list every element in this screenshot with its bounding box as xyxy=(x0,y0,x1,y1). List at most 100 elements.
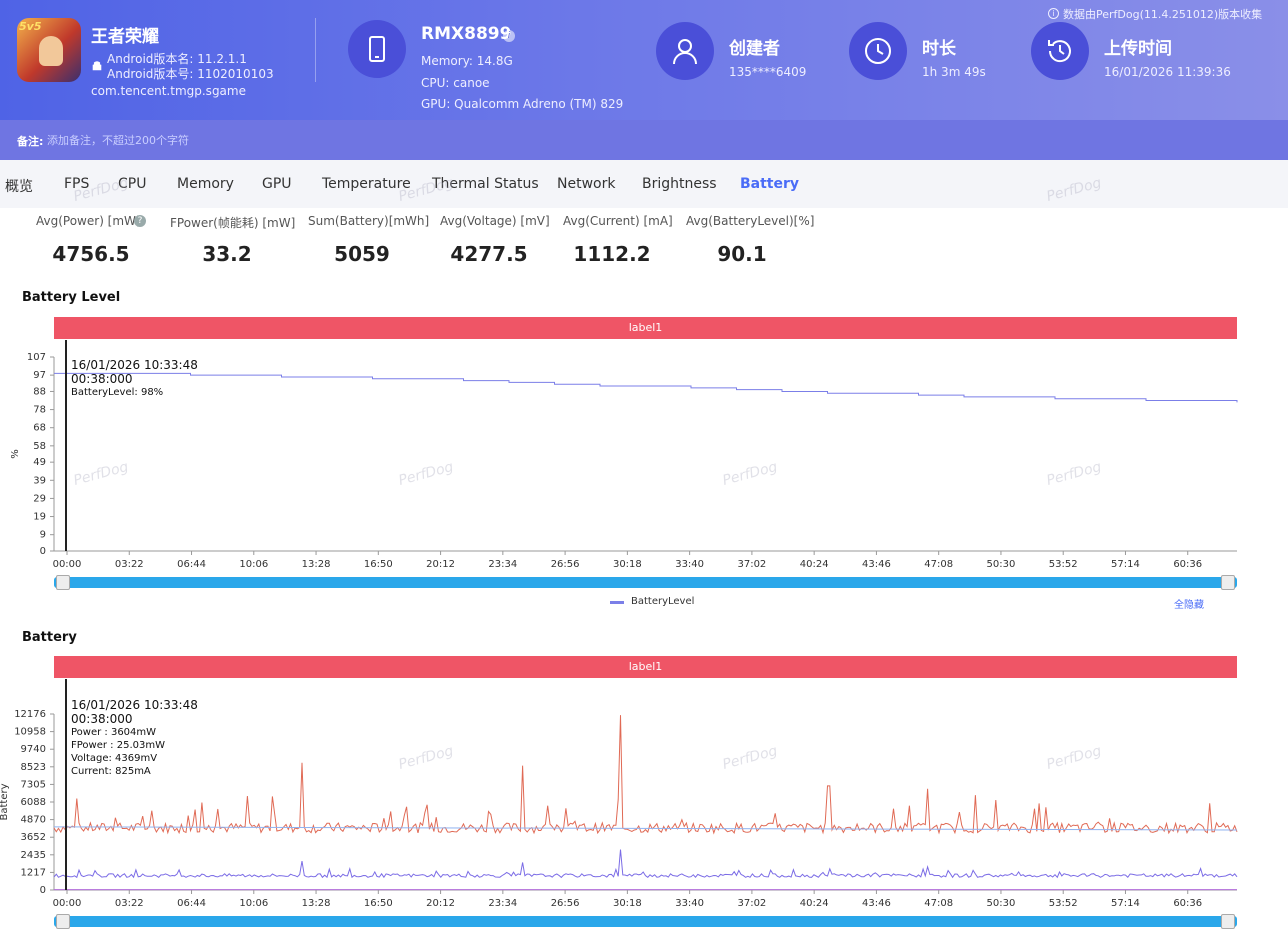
x-tick-label: 50:30 xyxy=(987,898,1016,909)
app-version-code: Android版本号: 1102010103 xyxy=(107,67,274,81)
x-tick-label: 57:14 xyxy=(1111,898,1140,909)
tab-fps[interactable]: FPS xyxy=(64,176,90,192)
x-tick-label: 43:46 xyxy=(862,559,891,570)
app-badge: 5v5 xyxy=(19,20,42,33)
battery-level-label-bar[interactable]: label1 xyxy=(54,317,1237,339)
legend-battery-level[interactable]: BatteryLevel xyxy=(631,596,695,607)
x-tick-label: 03:22 xyxy=(115,559,144,570)
note-bar: 备注: xyxy=(0,120,1288,160)
device-gpu: GPU: Qualcomm Adreno (TM) 829 xyxy=(421,97,624,111)
x-tick-label: 16:50 xyxy=(364,898,393,909)
y-tick-label: 29 xyxy=(33,493,46,504)
voltage-line xyxy=(53,826,1238,831)
x-tick-label: 16:50 xyxy=(364,559,393,570)
x-tick-label: 00:00 xyxy=(53,559,82,570)
y-tick-label: 0 xyxy=(40,546,46,557)
legend-swatch xyxy=(610,601,624,604)
slider-handle-left[interactable] xyxy=(56,575,70,590)
battery-level-line xyxy=(54,372,1238,403)
tab-battery[interactable]: Battery xyxy=(740,176,800,192)
battery-level-chart[interactable]: 0 9 19 29 39 49 58 68 78 88 97 107 00:00 03:22 06:44 10… xyxy=(0,340,1288,575)
note-input[interactable] xyxy=(47,129,447,151)
tab-overview[interactable]: 概览 xyxy=(5,179,33,195)
battery-level-range-slider[interactable] xyxy=(54,575,1237,590)
metric-avg-current-value: 1112.2 xyxy=(573,242,651,266)
metric-sum-battery-value: 5059 xyxy=(334,242,390,266)
metric-avg-voltage-value: 4277.5 xyxy=(450,242,528,266)
metric-avg-power-value: 4756.5 xyxy=(52,242,130,266)
tooltip-datetime: 16/01/2026 10:33:48 xyxy=(71,698,198,712)
slider-handle-left[interactable] xyxy=(56,914,70,929)
tooltip-elapsed: 00:38:000 xyxy=(71,372,133,386)
x-tick-label: 33:40 xyxy=(675,898,704,909)
device-memory: Memory: 14.8G xyxy=(421,54,513,68)
x-tick-label: 60:36 xyxy=(1173,559,1202,570)
battery-title: Battery xyxy=(22,630,77,645)
x-tick-label: 26:56 xyxy=(551,559,580,570)
power-line xyxy=(53,715,1238,835)
tab-gpu[interactable]: GPU xyxy=(262,176,292,192)
x-tick-label: 37:02 xyxy=(737,898,766,909)
x-tick-label: 23:34 xyxy=(488,898,517,909)
battery-chart[interactable]: 0 1217 2435 3652 4870 6088 7305 8523 9740 10958 12… xyxy=(0,679,1288,914)
y-tick-label: 78 xyxy=(33,405,46,416)
help-icon[interactable]: ? xyxy=(134,215,146,227)
header: 5v5 王者荣耀 Android版本名: 11.2.1.1 Android版本号… xyxy=(0,0,1288,120)
x-tick-label: 00:00 xyxy=(53,898,82,909)
tab-temperature[interactable]: Temperature xyxy=(322,176,411,192)
y-tick-label: 12176 xyxy=(14,709,46,720)
duration-value: 1h 3m 49s xyxy=(922,65,986,79)
x-tick-label: 10:06 xyxy=(239,559,268,570)
metric-avg-battery-level-label: Avg(BatteryLevel)[%] xyxy=(686,214,815,228)
x-tick-label: 47:08 xyxy=(924,898,953,909)
creator-label: 创建者 xyxy=(729,39,780,59)
hide-all-link[interactable]: 全隐藏 xyxy=(1174,600,1204,611)
tab-thermal-status[interactable]: Thermal Status xyxy=(432,176,539,192)
slider-handle-right[interactable] xyxy=(1221,914,1235,929)
upload-value: 16/01/2026 11:39:36 xyxy=(1104,65,1231,79)
x-tick-label: 03:22 xyxy=(115,898,144,909)
y-tick-label: 88 xyxy=(33,386,46,397)
x-tick-label: 13:28 xyxy=(302,559,331,570)
y-tick-label: 4870 xyxy=(21,815,46,826)
tab-cpu[interactable]: CPU xyxy=(118,176,147,192)
battery-tooltip: 16/01/2026 10:33:48 00:38:000 Power : 36… xyxy=(71,698,198,778)
tab-memory[interactable]: Memory xyxy=(177,176,234,192)
battery-level-title: Battery Level xyxy=(22,290,121,305)
x-tick-label: 06:44 xyxy=(177,559,206,570)
tab-brightness[interactable]: Brightness xyxy=(642,176,717,192)
slider-handle-right[interactable] xyxy=(1221,575,1235,590)
x-tick-label: 40:24 xyxy=(800,559,829,570)
metric-avg-power-label: Avg(Power) [mW] xyxy=(36,214,141,228)
battery-range-slider[interactable] xyxy=(54,914,1237,929)
header-divider xyxy=(315,18,316,82)
y-tick-label: 19 xyxy=(33,512,46,523)
tooltip-line: Voltage: 4369mV xyxy=(71,753,158,764)
x-tick-label: 30:18 xyxy=(613,559,642,570)
metric-fpower-label: FPower(帧能耗) [mW] xyxy=(170,216,296,230)
upload-label: 上传时间 xyxy=(1104,39,1172,59)
app-version-name: Android版本名: 11.2.1.1 xyxy=(107,52,247,66)
info-icon[interactable]: i xyxy=(503,30,515,42)
y-tick-label: 68 xyxy=(33,423,46,434)
x-tick-label: 43:46 xyxy=(862,898,891,909)
x-tick-label: 57:14 xyxy=(1111,559,1140,570)
device-icon xyxy=(348,20,406,78)
x-tick-label: 47:08 xyxy=(924,559,953,570)
x-tick-label: 06:44 xyxy=(177,898,206,909)
battery-label-bar[interactable]: label1 xyxy=(54,656,1237,678)
metric-avg-current-label: Avg(Current) [mA] xyxy=(563,214,673,228)
y-axis-label: Battery xyxy=(0,783,10,820)
x-tick-label: 37:02 xyxy=(737,559,766,570)
x-tick-label: 50:30 xyxy=(987,559,1016,570)
device-cpu: CPU: canoe xyxy=(421,76,490,90)
x-tick-label: 53:52 xyxy=(1049,559,1078,570)
duration-label: 时长 xyxy=(922,39,956,59)
y-tick-label: 39 xyxy=(33,475,46,486)
tooltip-line: Power : 3604mW xyxy=(71,727,157,738)
tooltip-elapsed: 00:38:000 xyxy=(71,712,133,726)
tab-network[interactable]: Network xyxy=(557,176,616,192)
y-tick-label: 6088 xyxy=(21,797,46,808)
y-tick-label: 9 xyxy=(40,530,46,541)
x-tick-label: 30:18 xyxy=(613,898,642,909)
